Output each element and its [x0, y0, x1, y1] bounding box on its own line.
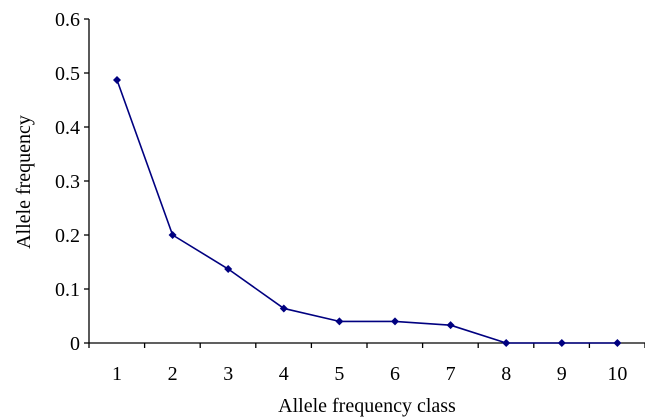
x-tick-label: 7 — [446, 363, 456, 385]
y-tick-label: 0.2 — [55, 225, 80, 247]
data-point-marker — [502, 339, 511, 347]
x-tick-label: 6 — [390, 363, 400, 385]
x-tick-label: 5 — [334, 363, 344, 385]
x-tick-label: 1 — [112, 363, 122, 385]
data-point-marker — [446, 321, 455, 330]
data-point-marker — [168, 231, 177, 239]
data-point-marker — [613, 339, 622, 347]
data-point-marker — [335, 317, 344, 326]
y-tick-label: 0.3 — [55, 171, 80, 193]
x-tick-label: 4 — [279, 363, 289, 385]
y-tick-label: 0 — [70, 333, 80, 355]
data-point-marker — [391, 317, 399, 326]
x-tick-label: 9 — [557, 363, 567, 385]
data-point-marker — [557, 339, 566, 347]
tick-labels: 0 0.1 0.2 0.3 0.4 0.5 0.6 1 2 3 4 5 6 7 8 9 10 — [55, 9, 627, 385]
x-axis-title: Allele frequency class — [278, 395, 456, 417]
series-layer — [113, 76, 622, 347]
y-tick-label: 0.5 — [55, 63, 80, 85]
x-tick-label: 10 — [607, 363, 627, 385]
axes — [84, 18, 645, 348]
x-tick-label: 8 — [501, 363, 511, 385]
x-tick-label: 3 — [223, 363, 233, 385]
series-line — [116, 79, 618, 344]
data-point-marker — [224, 265, 233, 274]
y-tick-label: 0.6 — [55, 9, 80, 31]
data-point-marker — [279, 304, 288, 313]
x-tick-label: 2 — [168, 363, 178, 385]
y-tick-label: 0.4 — [55, 117, 80, 139]
y-axis-title: Allele frequency — [13, 115, 35, 249]
y-tick-label: 0.1 — [55, 279, 80, 301]
data-point-marker — [113, 76, 121, 85]
